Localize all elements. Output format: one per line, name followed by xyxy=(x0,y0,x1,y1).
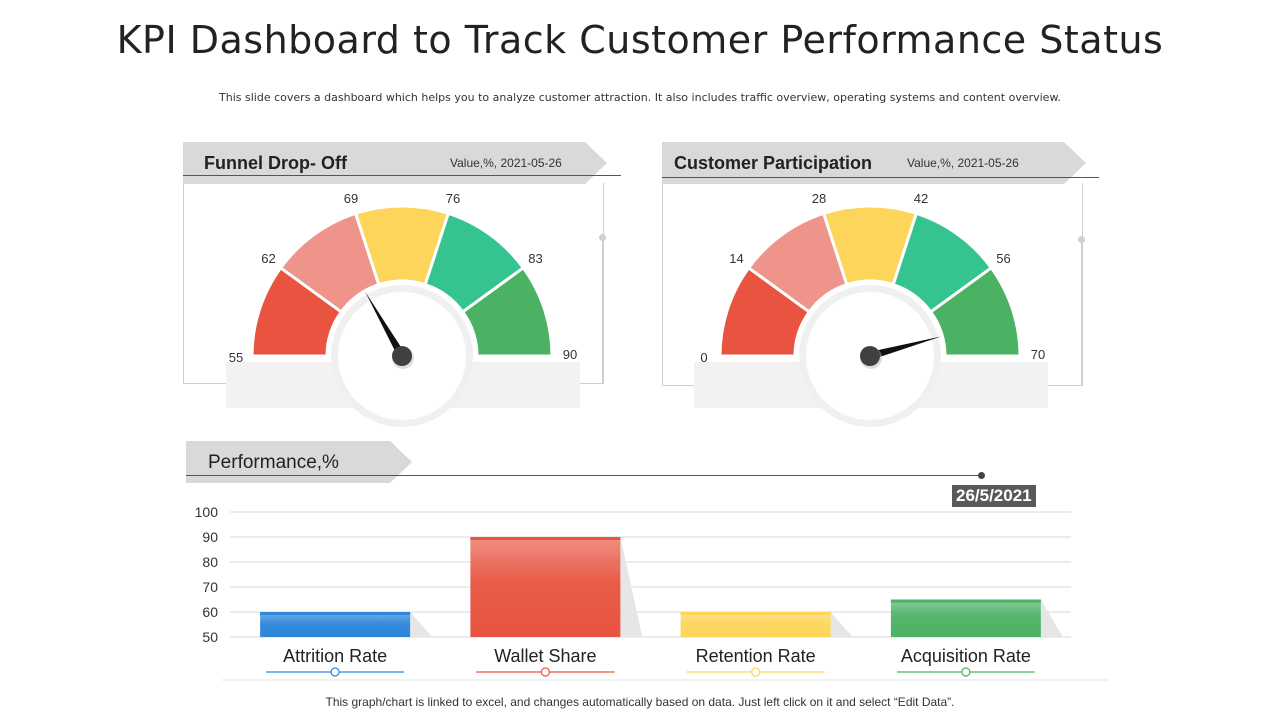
chart-category-label: Retention Rate xyxy=(696,646,816,666)
chart-category-label: Attrition Rate xyxy=(283,646,387,666)
performance-date-badge: 26/5/2021 xyxy=(952,485,1036,507)
funnel-header: Funnel Drop- Off Value,%, 2021-05-26 xyxy=(183,142,607,184)
gauge-0-tick-label: 62 xyxy=(261,251,275,266)
footer-note: This graph/chart is linked to excel, and… xyxy=(325,695,955,709)
gauge-1-tick-label: 0 xyxy=(700,350,707,365)
chart-category-marker xyxy=(751,667,761,677)
chart-bar-shadow xyxy=(830,612,853,637)
page-title: KPI Dashboard to Track Customer Performa… xyxy=(116,18,1164,62)
participation-slider-line xyxy=(1081,242,1082,385)
chart-bar-cap xyxy=(470,537,621,540)
gauge-0-tick-label: 55 xyxy=(229,350,243,365)
page-subtitle: This slide covers a dashboard which help… xyxy=(219,91,1061,104)
chart-bar-shadow xyxy=(620,537,643,637)
performance-header xyxy=(186,441,412,483)
chart-category-label: Acquisition Rate xyxy=(901,646,1031,666)
gauge-1-tick-label: 56 xyxy=(996,251,1010,266)
performance-rule xyxy=(186,475,982,476)
gauge-1-segment-green xyxy=(928,265,1022,358)
chart-y-tick-label: 100 xyxy=(195,504,219,520)
chart-category-marker xyxy=(961,667,971,677)
funnel-meta: Value,%, 2021-05-26 xyxy=(450,156,562,170)
chart-category-marker xyxy=(330,667,340,677)
gauge-1-needle xyxy=(868,336,942,360)
gauge-1-tick-label: 70 xyxy=(1031,347,1045,362)
gauge-1-tick-label: 28 xyxy=(812,191,826,206)
chart-category-marker xyxy=(540,667,550,677)
chart-bar-cap xyxy=(260,612,411,615)
funnel-rule xyxy=(183,175,621,176)
chart-bar[interactable] xyxy=(890,599,1041,638)
gauge-1-tick-label: 42 xyxy=(914,191,928,206)
chart-y-tick-label: 80 xyxy=(202,554,218,570)
chart-bar[interactable] xyxy=(680,612,831,637)
performance-title: Performance,% xyxy=(208,452,339,473)
funnel-slider-line xyxy=(602,240,603,383)
funnel-slider-dot xyxy=(599,234,606,241)
chart-y-tick-label: 50 xyxy=(202,629,218,645)
chart-bar[interactable] xyxy=(260,612,411,637)
gauge-1-needle-pivot xyxy=(860,346,880,366)
chart-bar-cap xyxy=(890,599,1041,603)
gauge-0-needle-pivot xyxy=(392,346,412,366)
gauge-0-tick-label: 83 xyxy=(528,251,542,266)
participation-rule xyxy=(662,177,1099,178)
chart-bar-shadow xyxy=(1040,599,1063,637)
gauge-0-needle xyxy=(365,291,406,358)
chart-y-tick-label: 70 xyxy=(202,579,218,595)
gauge-0-tick-label: 76 xyxy=(446,191,460,206)
gauge-0-tick-label: 90 xyxy=(563,347,577,362)
participation-title: Customer Participation xyxy=(674,153,873,173)
participation-meta: Value,%, 2021-05-26 xyxy=(907,156,1019,170)
gauge-1-tick-label: 14 xyxy=(729,251,743,266)
gauge-0-segment-green xyxy=(460,265,554,358)
gauge-0-tick-label: 69 xyxy=(344,191,358,206)
participation-slider-dot xyxy=(1078,236,1085,243)
chart-y-tick-label: 60 xyxy=(202,604,218,620)
chart-category-label: Wallet Share xyxy=(494,646,596,666)
performance-marker-dot xyxy=(978,472,985,479)
chart-bar[interactable] xyxy=(470,537,621,637)
chart-bar-shadow xyxy=(410,612,433,637)
chart-bar-cap xyxy=(680,612,831,615)
funnel-title: Funnel Drop- Off xyxy=(204,153,347,173)
chart-y-tick-label: 90 xyxy=(202,529,218,545)
